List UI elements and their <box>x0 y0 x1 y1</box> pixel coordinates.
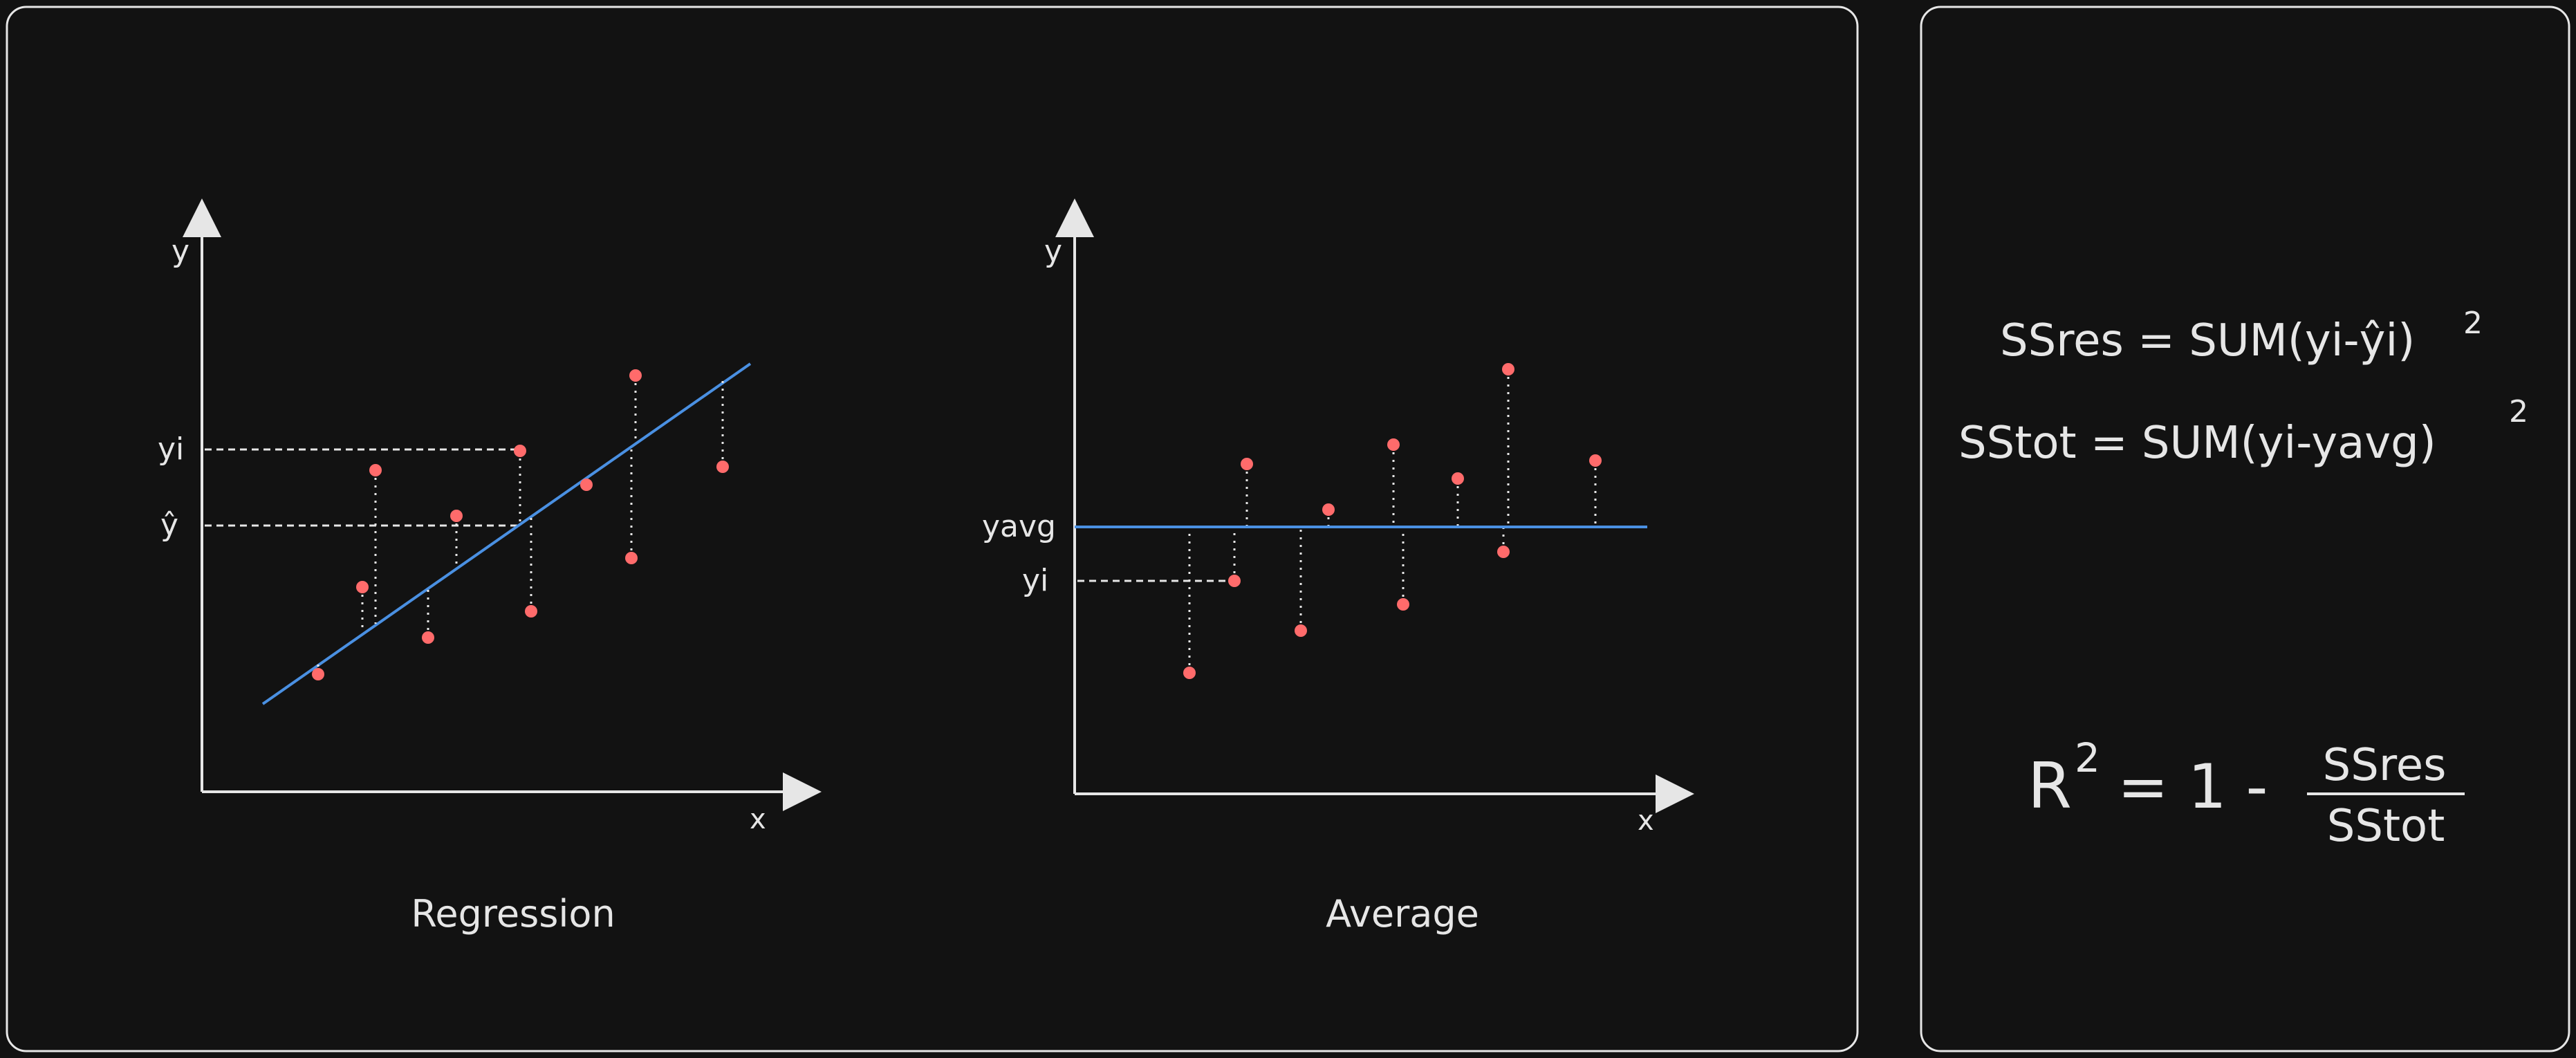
r2-denominator: SStot <box>2327 801 2445 852</box>
average-x-label: x <box>1638 805 1654 837</box>
average-point <box>1502 363 1514 375</box>
average-y-label: y <box>1044 234 1062 269</box>
formulas: SSres = SUM(yi-ŷi) 2 SStot = SUM(yi-yavg… <box>1958 306 2528 852</box>
average-caption: Average <box>1326 892 1479 936</box>
regression-caption: Regression <box>411 892 615 936</box>
average-point <box>1452 472 1464 485</box>
regression-point <box>369 464 382 476</box>
average-yavg-label: yavg <box>982 509 1056 544</box>
average-point <box>1241 458 1253 470</box>
regression-point <box>312 668 324 680</box>
ssres-exponent: 2 <box>2463 306 2483 341</box>
regression-point <box>525 605 537 618</box>
average-points <box>1183 363 1602 679</box>
average-point <box>1387 438 1400 451</box>
regression-point <box>716 461 729 473</box>
regression-point <box>514 445 526 457</box>
average-point <box>1295 624 1307 637</box>
regression-x-label: x <box>750 804 766 835</box>
regression-yi-label: yi <box>158 431 184 467</box>
average-plot: y x yavg yi Average <box>982 198 1694 936</box>
average-point <box>1228 575 1241 587</box>
regression-yhat-label: ŷ <box>160 508 178 543</box>
right-panel <box>1920 6 2570 1052</box>
r2-equals-one-minus: = 1 - <box>2118 751 2268 822</box>
regression-y-label: y <box>172 234 189 269</box>
r2-exponent: 2 <box>2075 734 2100 781</box>
regression-point <box>629 369 642 382</box>
regression-point <box>450 510 463 522</box>
regression-point <box>625 552 638 564</box>
left-panel <box>6 6 1859 1052</box>
regression-points <box>312 369 729 680</box>
regression-plot: y x yi ŷ Regression <box>158 198 822 936</box>
average-residuals <box>1188 369 1597 673</box>
ssres-formula: SSres = SUM(yi-ŷi) <box>2000 315 2415 366</box>
regression-line <box>261 362 752 705</box>
average-point <box>1322 503 1335 516</box>
regression-point <box>356 581 369 593</box>
r2-numerator: SSres <box>2323 740 2447 791</box>
average-point <box>1397 598 1409 611</box>
sstot-exponent: 2 <box>2509 394 2528 429</box>
regression-point <box>422 631 434 644</box>
average-point <box>1497 546 1510 558</box>
regression-point <box>580 479 593 491</box>
average-point <box>1589 454 1602 467</box>
sstot-formula: SStot = SUM(yi-yavg) <box>1958 418 2436 469</box>
average-yi-label: yi <box>1022 563 1048 598</box>
r2-R: R <box>2028 749 2072 823</box>
average-point <box>1183 667 1196 679</box>
